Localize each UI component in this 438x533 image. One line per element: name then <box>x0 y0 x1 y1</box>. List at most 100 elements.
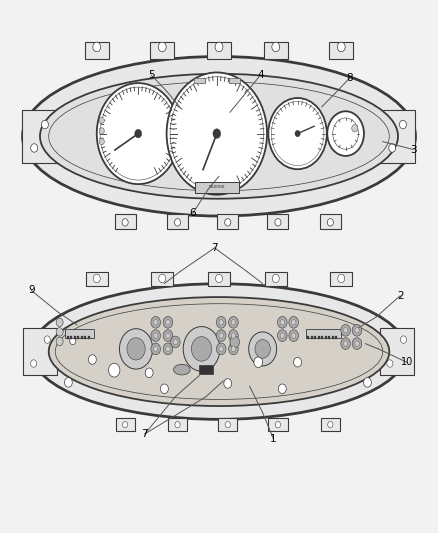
Circle shape <box>364 377 371 387</box>
Circle shape <box>327 111 364 156</box>
Circle shape <box>163 317 173 328</box>
Circle shape <box>215 42 223 52</box>
Circle shape <box>160 384 168 393</box>
Circle shape <box>216 343 226 355</box>
Circle shape <box>153 333 158 338</box>
Text: 5: 5 <box>148 70 155 80</box>
FancyBboxPatch shape <box>151 271 173 286</box>
Bar <box>84 336 86 340</box>
Circle shape <box>275 219 281 226</box>
Text: 7: 7 <box>211 243 218 253</box>
Text: 9: 9 <box>28 286 35 295</box>
Circle shape <box>268 98 327 169</box>
Circle shape <box>64 377 72 387</box>
Bar <box>311 336 313 340</box>
Bar <box>77 336 79 340</box>
Circle shape <box>231 320 236 325</box>
FancyBboxPatch shape <box>268 418 288 431</box>
Circle shape <box>166 320 170 325</box>
Bar <box>195 182 239 193</box>
Bar <box>229 78 240 84</box>
Bar <box>318 336 320 340</box>
FancyBboxPatch shape <box>168 418 187 431</box>
Text: 10: 10 <box>401 357 413 367</box>
FancyBboxPatch shape <box>116 418 135 431</box>
Circle shape <box>99 117 104 124</box>
Circle shape <box>151 343 160 355</box>
Circle shape <box>389 144 396 152</box>
Text: 2: 2 <box>397 290 403 301</box>
Circle shape <box>279 384 286 393</box>
Circle shape <box>272 42 280 52</box>
Circle shape <box>337 42 345 52</box>
Circle shape <box>159 274 166 282</box>
FancyBboxPatch shape <box>268 214 288 229</box>
Circle shape <box>229 317 238 328</box>
Circle shape <box>231 346 236 352</box>
Circle shape <box>127 338 145 360</box>
FancyBboxPatch shape <box>208 271 230 286</box>
Circle shape <box>213 129 221 139</box>
Circle shape <box>343 328 348 333</box>
Text: 6: 6 <box>190 208 196 219</box>
Circle shape <box>97 83 180 184</box>
Circle shape <box>338 274 345 282</box>
Bar <box>314 336 316 340</box>
Circle shape <box>216 330 226 342</box>
Bar <box>67 336 69 340</box>
Circle shape <box>343 341 348 346</box>
Circle shape <box>387 360 393 367</box>
Circle shape <box>225 422 230 428</box>
Circle shape <box>153 346 158 352</box>
Ellipse shape <box>22 56 416 216</box>
Circle shape <box>289 330 298 342</box>
Circle shape <box>400 336 406 343</box>
FancyBboxPatch shape <box>207 42 231 59</box>
FancyBboxPatch shape <box>265 271 287 286</box>
Circle shape <box>280 333 285 338</box>
Circle shape <box>56 328 63 336</box>
FancyBboxPatch shape <box>150 42 174 59</box>
Bar <box>328 336 330 340</box>
FancyBboxPatch shape <box>115 214 136 229</box>
Bar <box>65 329 94 338</box>
Circle shape <box>174 219 180 226</box>
Circle shape <box>93 274 100 282</box>
FancyBboxPatch shape <box>321 418 340 431</box>
Circle shape <box>183 327 220 371</box>
Circle shape <box>70 337 76 345</box>
Bar <box>332 336 334 340</box>
Circle shape <box>44 336 50 343</box>
Circle shape <box>216 317 226 328</box>
Text: 3: 3 <box>410 144 417 155</box>
Circle shape <box>191 337 212 361</box>
FancyBboxPatch shape <box>86 271 108 286</box>
Bar <box>70 336 72 340</box>
Circle shape <box>153 320 158 325</box>
Ellipse shape <box>173 365 190 375</box>
FancyBboxPatch shape <box>85 42 109 59</box>
Circle shape <box>276 422 281 428</box>
FancyBboxPatch shape <box>380 110 416 163</box>
Ellipse shape <box>40 74 398 199</box>
Circle shape <box>219 333 223 338</box>
Text: 4: 4 <box>257 70 264 80</box>
Circle shape <box>229 343 238 355</box>
Circle shape <box>229 330 238 342</box>
FancyBboxPatch shape <box>330 271 352 286</box>
Circle shape <box>278 317 287 328</box>
Circle shape <box>291 333 296 338</box>
Circle shape <box>254 357 263 368</box>
FancyBboxPatch shape <box>217 214 238 229</box>
Bar <box>199 366 213 374</box>
Circle shape <box>328 422 333 428</box>
Circle shape <box>93 42 101 52</box>
Circle shape <box>293 358 301 367</box>
Circle shape <box>88 355 96 365</box>
Circle shape <box>255 340 270 358</box>
Circle shape <box>341 338 350 350</box>
Ellipse shape <box>49 297 389 406</box>
Bar <box>194 78 205 84</box>
Ellipse shape <box>31 284 407 419</box>
FancyBboxPatch shape <box>264 42 288 59</box>
